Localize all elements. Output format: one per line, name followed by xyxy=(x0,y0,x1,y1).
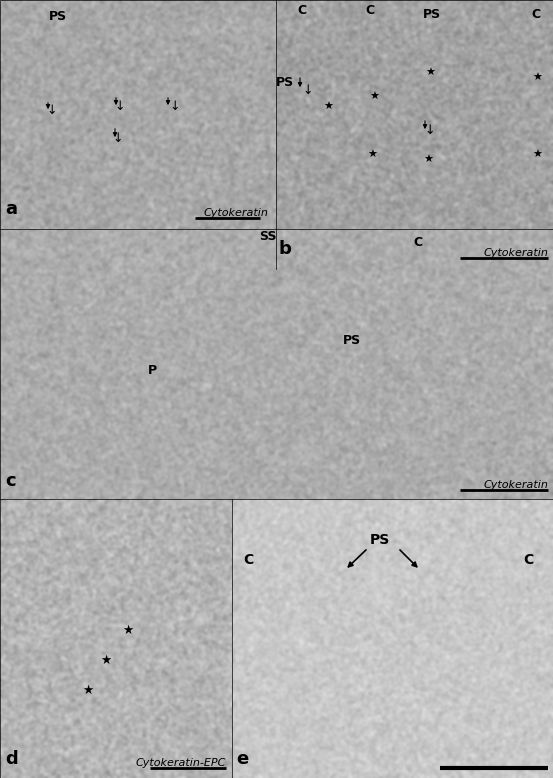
Text: ↓: ↓ xyxy=(47,103,58,117)
Text: ★: ★ xyxy=(532,73,542,83)
Text: Cytokeratin: Cytokeratin xyxy=(483,480,548,490)
Text: Cytokeratin: Cytokeratin xyxy=(483,248,548,258)
Text: C: C xyxy=(366,3,374,16)
Text: PS: PS xyxy=(370,533,390,547)
Text: Cytokeratin: Cytokeratin xyxy=(203,208,268,218)
Text: C: C xyxy=(298,3,306,16)
Text: e: e xyxy=(236,750,248,768)
Text: a: a xyxy=(5,200,17,218)
Text: c: c xyxy=(5,472,15,490)
Text: C: C xyxy=(414,236,422,248)
Text: ↓: ↓ xyxy=(302,83,313,96)
Text: C: C xyxy=(523,553,533,567)
Text: ★: ★ xyxy=(532,150,542,160)
Text: ★: ★ xyxy=(323,102,333,112)
Text: ↓: ↓ xyxy=(425,124,435,136)
Text: ★: ★ xyxy=(423,155,433,165)
Text: ★: ★ xyxy=(367,150,377,160)
Text: PS: PS xyxy=(49,9,67,23)
Text: ↓: ↓ xyxy=(170,100,180,113)
Text: ★: ★ xyxy=(82,684,93,696)
Text: C: C xyxy=(243,553,253,567)
Text: ★: ★ xyxy=(122,623,134,636)
Text: ★: ★ xyxy=(101,654,112,667)
Text: PS: PS xyxy=(343,334,361,346)
Text: b: b xyxy=(278,240,291,258)
Text: ↓: ↓ xyxy=(115,100,125,113)
Text: PS: PS xyxy=(423,8,441,20)
Text: PS: PS xyxy=(276,75,294,89)
Text: ★: ★ xyxy=(425,68,435,78)
Text: C: C xyxy=(531,8,541,20)
Text: P: P xyxy=(148,363,156,377)
Text: ↓: ↓ xyxy=(113,131,123,145)
Text: d: d xyxy=(5,750,18,768)
Text: SS: SS xyxy=(259,230,276,243)
Text: ★: ★ xyxy=(369,92,379,102)
Text: Cytokeratin-EPC: Cytokeratin-EPC xyxy=(135,758,226,768)
